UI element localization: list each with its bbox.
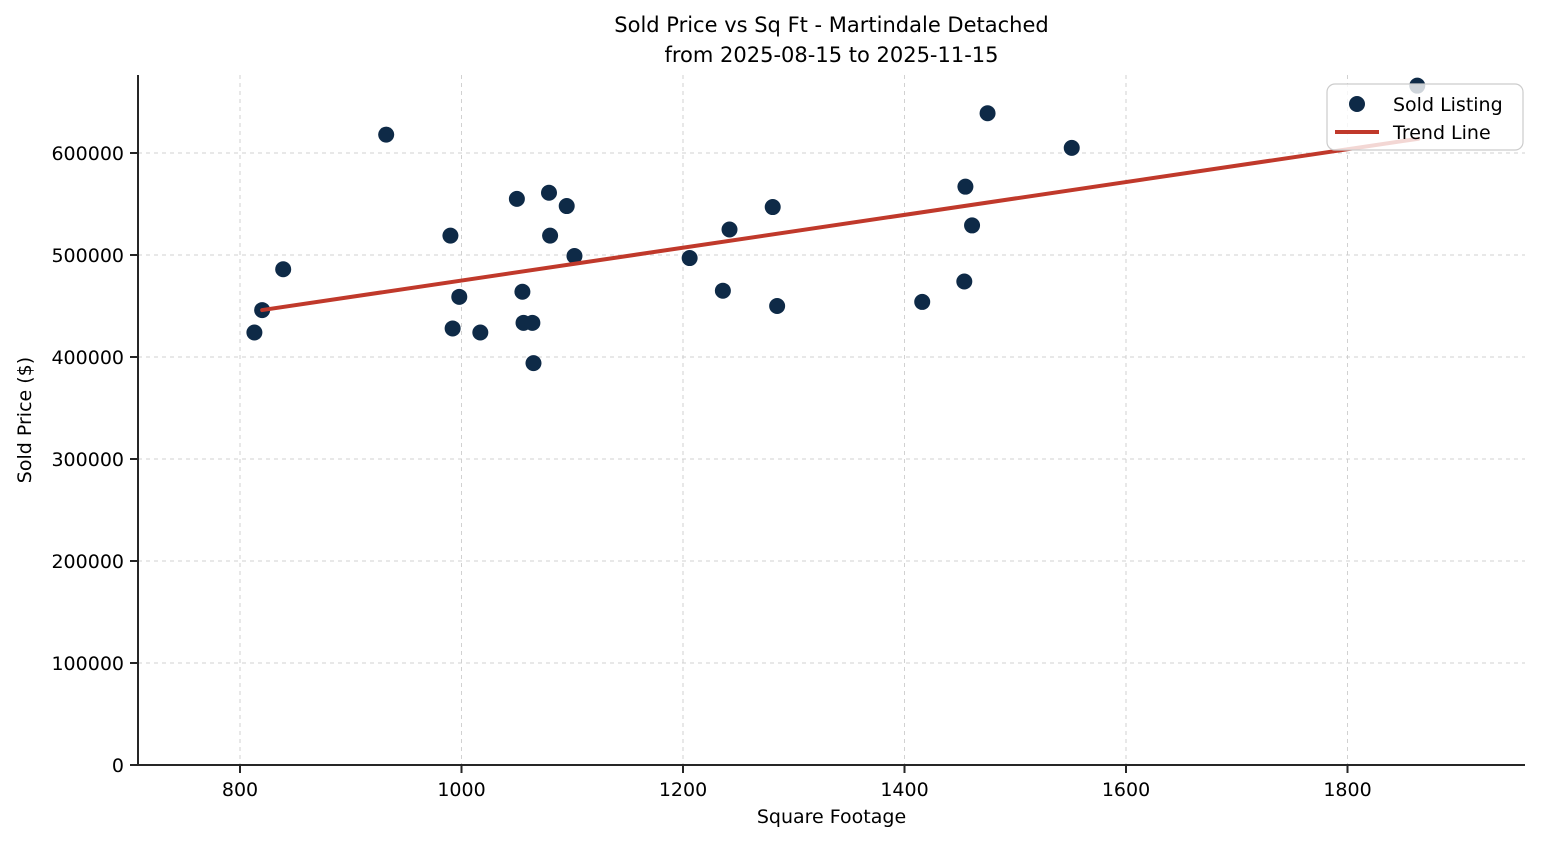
scatter-point (472, 324, 489, 341)
y-tick-label: 200000 (51, 551, 124, 573)
legend-label: Sold Listing (1393, 94, 1503, 116)
scatter-point (964, 217, 981, 234)
scatter-point (1063, 139, 1080, 156)
x-tick-label: 1600 (1102, 779, 1150, 801)
scatter-point (956, 273, 973, 290)
y-tick-label: 500000 (51, 245, 124, 267)
scatter-point (542, 227, 559, 244)
y-tick-label: 600000 (51, 143, 124, 165)
scatter-point (979, 105, 996, 122)
scatter-point (764, 199, 781, 216)
x-axis-label: Square Footage (756, 806, 907, 828)
legend-label: Trend Line (1392, 122, 1491, 144)
x-tick-label: 1200 (659, 779, 707, 801)
x-tick-label: 1000 (437, 779, 485, 801)
y-tick-label: 400000 (51, 347, 124, 369)
scatter-point (540, 184, 557, 201)
scatter-point (275, 261, 292, 278)
scatter-point (558, 198, 575, 215)
scatter-point (524, 314, 541, 331)
scatter-point (451, 288, 468, 305)
y-tick-label: 300000 (51, 449, 124, 471)
x-tick-label: 800 (222, 779, 258, 801)
scatter-point (514, 283, 531, 300)
scatter-point (566, 248, 583, 265)
y-tick-label: 100000 (51, 653, 124, 675)
y-axis-label: Sold Price ($) (14, 356, 36, 484)
x-tick-label: 1400 (880, 779, 928, 801)
legend-marker-dot (1349, 96, 1365, 112)
y-tick-label: 0 (112, 755, 124, 777)
scatter-point (769, 298, 786, 314)
chart-subtitle: from 2025-08-15 to 2025-11-15 (664, 43, 999, 67)
scatter-point (681, 250, 698, 267)
scatter-point (508, 190, 525, 207)
x-tick-label: 1800 (1323, 779, 1371, 801)
scatter-point (246, 324, 263, 341)
trend-line (260, 136, 1421, 313)
scatter-point (525, 355, 542, 372)
scatter-point (378, 126, 395, 143)
scatter-point (721, 221, 738, 238)
scatter-point (957, 178, 974, 195)
scatter-point (444, 320, 461, 337)
scatter-point (914, 293, 931, 310)
scatter-point (714, 282, 731, 299)
scatter-point (442, 227, 459, 244)
chart-title: Sold Price vs Sq Ft - Martindale Detache… (614, 13, 1049, 37)
